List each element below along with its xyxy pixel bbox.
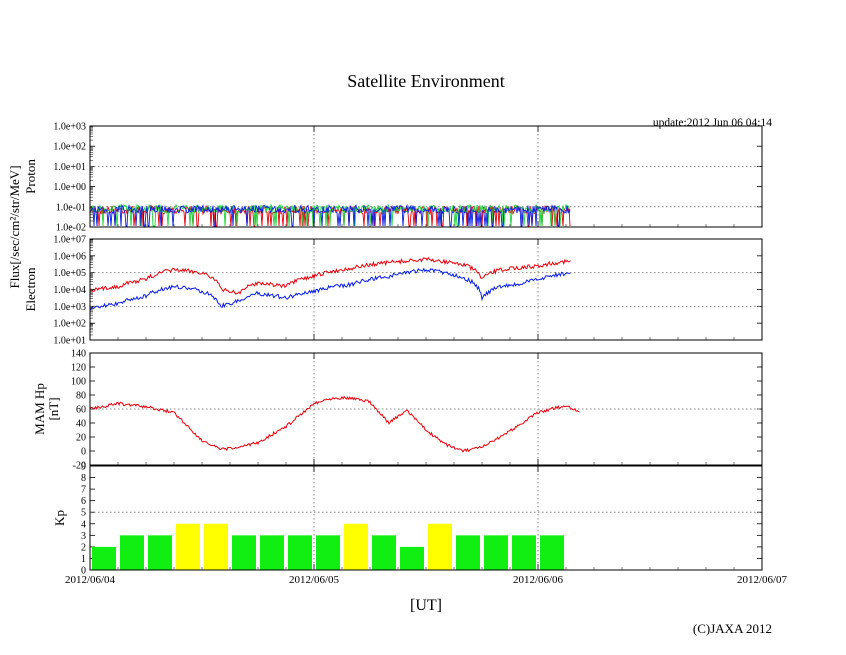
x-axis-label: [UT] xyxy=(410,597,442,614)
y-tick-label: 1.0e+07 xyxy=(53,235,86,246)
panel-mam_hp: -20 0 20 40 60 80 100 120 140 MAM Hp [nT] xyxy=(32,349,763,472)
y-tick-label: 1.0e+01 xyxy=(53,162,86,173)
kp-bar xyxy=(260,535,284,570)
y-tick-label: 3 xyxy=(81,531,86,542)
kp-bar xyxy=(316,535,340,570)
y-tick-label: 120 xyxy=(71,363,86,374)
kp-bar xyxy=(372,535,396,570)
flux-axis-label: Flux[/sec/cm²/str/MeV] xyxy=(7,165,22,288)
y-tick-label: 1 xyxy=(81,554,86,565)
x-tick-label: 2012/06/04 xyxy=(65,574,116,586)
kp-bar xyxy=(428,523,452,570)
y-tick-label: 1.0e+04 xyxy=(53,285,86,296)
y-tick-label: 1.0e+01 xyxy=(53,336,86,347)
y-tick-label: 40 xyxy=(76,419,86,430)
kp-bar xyxy=(204,523,228,570)
y-axis-label: Proton xyxy=(23,159,38,194)
y-tick-label: 4 xyxy=(81,519,86,530)
y-tick-label: 1.0e+05 xyxy=(53,268,86,279)
y-tick-label: 1.0e+03 xyxy=(53,122,86,133)
y-tick-label: 100 xyxy=(71,377,86,388)
kp-bar xyxy=(176,523,200,570)
y-tick-label: 1.0e+02 xyxy=(53,319,86,330)
x-tick-label: 2012/06/06 xyxy=(513,574,564,586)
kp-bar xyxy=(456,535,480,570)
y-axis-label: Kp xyxy=(52,510,67,526)
x-tick-label: 2012/06/07 xyxy=(737,574,788,586)
y-tick-label: 0 xyxy=(81,566,86,577)
y-tick-label: 1.0e-01 xyxy=(56,202,86,213)
y-axis-label: MAM Hp xyxy=(32,383,47,435)
electron-series-blue xyxy=(89,267,571,311)
kp-bar xyxy=(540,535,564,570)
kp-bar xyxy=(344,523,368,570)
kp-bar xyxy=(288,535,312,570)
copyright-text: (C)JAXA 2012 xyxy=(693,621,772,636)
y-tick-label: -20 xyxy=(73,461,86,472)
y-tick-label: 20 xyxy=(76,433,86,444)
proton-series-blue xyxy=(90,203,571,227)
electron-series-red xyxy=(89,256,571,295)
update-timestamp: update:2012 Jun 06 04:14 xyxy=(653,117,772,129)
y-axis-unit-label: [nT] xyxy=(46,397,61,420)
kp-bar xyxy=(484,535,508,570)
y-tick-label: 1.0e+00 xyxy=(53,182,86,193)
panel-proton: 1.0e-02 1.0e-01 1.0e+00 1.0e+01 1.0e+02 1.0e+… xyxy=(23,122,763,234)
y-tick-label: 80 xyxy=(76,391,86,402)
y-tick-label: 0 xyxy=(81,447,86,458)
kp-bar xyxy=(92,546,116,570)
y-tick-label: 140 xyxy=(71,349,86,360)
kp-bar xyxy=(232,535,256,570)
y-tick-label: 7 xyxy=(81,485,86,496)
x-tick-label: 2012/06/05 xyxy=(289,574,340,586)
y-tick-label: 9 xyxy=(81,462,86,473)
y-tick-label: 1.0e+02 xyxy=(53,142,86,153)
y-tick-label: 2 xyxy=(81,542,86,553)
panel-electron: 1.0e+01 1.0e+02 1.0e+03 1.0e+04 1.0e+05 1.0e+… xyxy=(23,235,763,347)
kp-bar xyxy=(120,535,144,570)
y-tick-label: 60 xyxy=(76,405,86,416)
y-tick-label: 6 xyxy=(81,496,86,507)
mam_hp-series-red xyxy=(89,395,580,453)
kp-bar xyxy=(512,535,536,570)
y-tick-label: 8 xyxy=(81,473,86,484)
chart-title: Satellite Environment xyxy=(347,71,504,91)
y-tick-label: 5 xyxy=(81,508,86,519)
kp-bar xyxy=(148,535,172,570)
y-tick-label: 1.0e-02 xyxy=(56,223,86,234)
kp-bar xyxy=(400,546,424,570)
y-axis-label: Electron xyxy=(23,267,38,312)
y-tick-label: 1.0e+06 xyxy=(53,251,86,262)
y-tick-label: 1.0e+03 xyxy=(53,302,86,313)
